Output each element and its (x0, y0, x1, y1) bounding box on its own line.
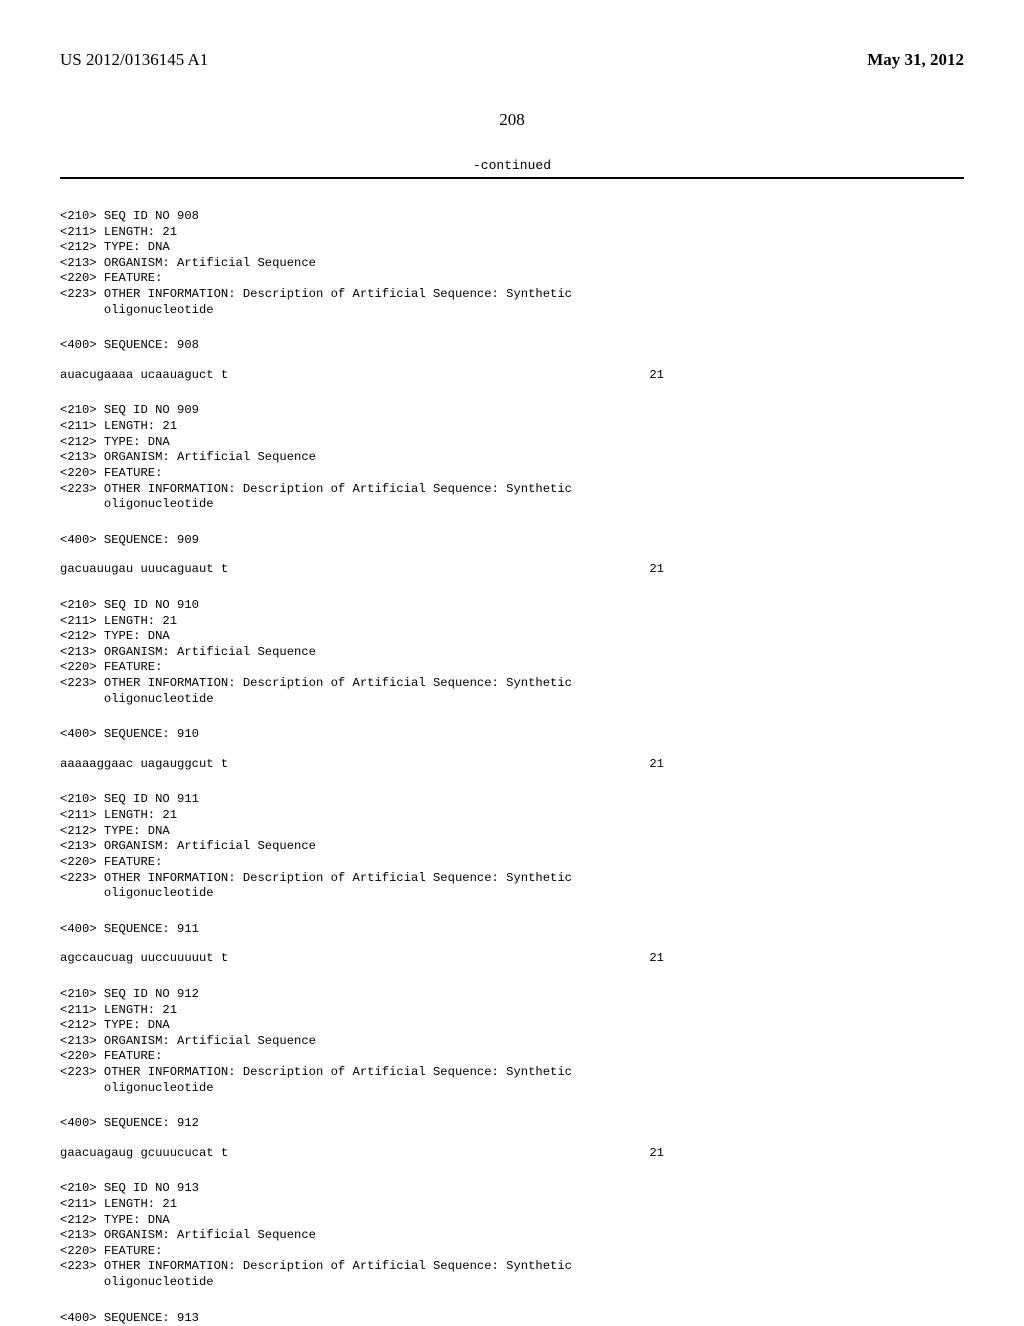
sequence-header: <400> SEQUENCE: 911 (60, 922, 964, 938)
sequence-entries: <210> SEQ ID NO 908 <211> LENGTH: 21 <21… (60, 209, 964, 1326)
sequence-entry: <210> SEQ ID NO 911 <211> LENGTH: 21 <21… (60, 792, 964, 966)
sequence-metadata: <210> SEQ ID NO 913 <211> LENGTH: 21 <21… (60, 1181, 964, 1290)
sequence-line: aaaaaggaac uagauggcut t 21 (60, 757, 964, 773)
sequence-metadata: <210> SEQ ID NO 912 <211> LENGTH: 21 <21… (60, 987, 964, 1096)
sequence-length: 21 (649, 562, 664, 578)
page-container: US 2012/0136145 A1 May 31, 2012 208 -con… (0, 0, 1024, 1320)
publication-number: US 2012/0136145 A1 (60, 50, 208, 70)
sequence-length: 21 (649, 1146, 664, 1162)
sequence-text: gacuauugau uuucaguaut t (60, 562, 228, 578)
sequence-metadata: <210> SEQ ID NO 908 <211> LENGTH: 21 <21… (60, 209, 964, 318)
horizontal-rule (60, 177, 964, 179)
sequence-text: auacugaaaa ucaauaguct t (60, 368, 228, 384)
sequence-header: <400> SEQUENCE: 912 (60, 1116, 964, 1132)
sequence-text: aaaaaggaac uagauggcut t (60, 757, 228, 773)
sequence-header: <400> SEQUENCE: 910 (60, 727, 964, 743)
sequence-entry: <210> SEQ ID NO 908 <211> LENGTH: 21 <21… (60, 209, 964, 383)
sequence-metadata: <210> SEQ ID NO 909 <211> LENGTH: 21 <21… (60, 403, 964, 512)
sequence-line: agccaucuag uuccuuuuut t 21 (60, 951, 964, 967)
sequence-entry: <210> SEQ ID NO 912 <211> LENGTH: 21 <21… (60, 987, 964, 1161)
sequence-text: agccaucuag uuccuuuuut t (60, 951, 228, 967)
sequence-entry: <210> SEQ ID NO 909 <211> LENGTH: 21 <21… (60, 403, 964, 577)
publication-date: May 31, 2012 (867, 50, 964, 70)
sequence-metadata: <210> SEQ ID NO 911 <211> LENGTH: 21 <21… (60, 792, 964, 901)
header-row: US 2012/0136145 A1 May 31, 2012 (60, 50, 964, 70)
sequence-line: gacuauugau uuucaguaut t 21 (60, 562, 964, 578)
continued-label: -continued (60, 158, 964, 173)
sequence-length: 21 (649, 368, 664, 384)
sequence-line: auacugaaaa ucaauaguct t 21 (60, 368, 964, 384)
sequence-length: 21 (649, 757, 664, 773)
sequence-entry: <210> SEQ ID NO 913 <211> LENGTH: 21 <21… (60, 1181, 964, 1326)
sequence-metadata: <210> SEQ ID NO 910 <211> LENGTH: 21 <21… (60, 598, 964, 707)
sequence-text: gaacuagaug gcuuucucat t (60, 1146, 228, 1162)
sequence-entry: <210> SEQ ID NO 910 <211> LENGTH: 21 <21… (60, 598, 964, 772)
sequence-length: 21 (649, 951, 664, 967)
sequence-header: <400> SEQUENCE: 908 (60, 338, 964, 354)
sequence-header: <400> SEQUENCE: 913 (60, 1311, 964, 1326)
page-number: 208 (60, 110, 964, 130)
sequence-header: <400> SEQUENCE: 909 (60, 533, 964, 549)
sequence-line: gaacuagaug gcuuucucat t 21 (60, 1146, 964, 1162)
